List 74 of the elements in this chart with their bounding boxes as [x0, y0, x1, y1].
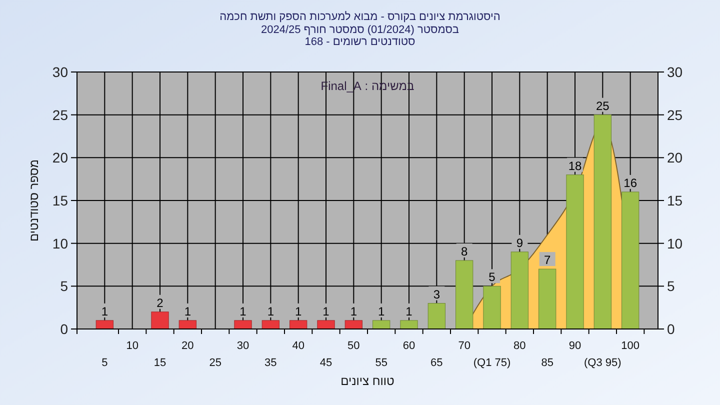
- bar: [622, 192, 640, 330]
- x-tick-label: 100: [621, 340, 640, 352]
- bar: [344, 320, 362, 330]
- x-tick-label: 50: [348, 340, 360, 352]
- data-label: 1: [267, 304, 274, 318]
- y2-tick-label: 15: [667, 192, 683, 208]
- x-tick-label: (Q1 75): [473, 357, 511, 369]
- bar: [510, 252, 528, 330]
- data-label: 3: [433, 287, 440, 302]
- x-tick-label: 35: [264, 357, 277, 369]
- bar: [456, 260, 474, 330]
- y-tick-label: 20: [52, 150, 68, 166]
- bar: [483, 286, 501, 330]
- bar: [234, 320, 252, 330]
- bar: [538, 268, 556, 330]
- y-axis-title: מספר סטודנטים: [27, 159, 41, 242]
- data-label: 8: [460, 244, 468, 258]
- data-label: 9: [516, 236, 524, 250]
- data-label: 1: [294, 304, 302, 318]
- data-label: 1: [378, 304, 385, 318]
- x-tick-label: 15: [154, 357, 166, 369]
- x-tick-label: 20: [182, 340, 194, 352]
- bar: [566, 174, 584, 330]
- chart-subtitle: בסמסטר (01/2024) סמסטר חורף 2024/25 סטודנטים רשומים - 168: [260, 24, 460, 48]
- y-tick-label: 15: [52, 192, 68, 208]
- y-tick-label: 10: [52, 235, 68, 252]
- y2-tick-label: 0: [667, 321, 675, 337]
- data-label: 1: [101, 304, 108, 318]
- bar: [151, 312, 169, 330]
- y-tick-label: 25: [52, 106, 68, 123]
- x-tick-label: 5: [102, 357, 108, 369]
- x-axis-title: טווח ציונים: [340, 374, 395, 388]
- x-tick-label: 70: [458, 340, 470, 352]
- x-tick-label: 45: [320, 357, 332, 369]
- x-tick-label: 25: [209, 357, 222, 369]
- data-label: 1: [406, 304, 413, 318]
- data-label: 18: [568, 158, 582, 173]
- bar: [262, 320, 280, 330]
- y-tick-label: 30: [52, 64, 68, 80]
- bar: [372, 320, 390, 330]
- x-tick-label: 55: [375, 357, 388, 369]
- x-tick-label: 65: [430, 357, 443, 369]
- bar: [428, 303, 446, 330]
- data-label: 1: [322, 304, 330, 318]
- data-label: 25: [596, 98, 610, 113]
- data-label: 2: [156, 296, 164, 310]
- data-label: 5: [488, 270, 496, 284]
- bar: [96, 320, 114, 330]
- x-tick-label: 10: [126, 340, 138, 352]
- x-tick-label: 90: [568, 340, 582, 352]
- x-tick-label: 80: [514, 340, 526, 352]
- bar: [317, 320, 335, 330]
- y2-tick-label: 10: [667, 235, 683, 252]
- y-tick-label: 0: [60, 321, 68, 337]
- x-tick-label: 85: [541, 357, 554, 369]
- x-tick-label: 30: [236, 340, 250, 352]
- x-tick-label: (Q3 95): [584, 357, 622, 369]
- x-tick-label: 60: [402, 340, 416, 352]
- bar: [178, 320, 196, 330]
- data-label: 16: [624, 176, 638, 190]
- bar: [594, 114, 612, 330]
- y2-tick-label: 20: [667, 150, 683, 166]
- y2-tick-label: 30: [667, 64, 683, 80]
- y-tick-label: 5: [60, 278, 68, 294]
- data-label: 1: [240, 304, 247, 318]
- chart-title: היסטוגרמת ציונים בקורס - מבוא למערכות הספק ותשת חכמה: [220, 11, 500, 23]
- bar: [400, 320, 418, 330]
- y2-tick-label: 25: [667, 106, 683, 123]
- data-label: 1: [184, 304, 192, 318]
- y2-tick-label: 5: [667, 278, 675, 294]
- bar: [290, 320, 308, 330]
- data-label: 1: [350, 304, 358, 318]
- data-label: 7: [544, 253, 551, 268]
- x-tick-label: 40: [292, 340, 304, 352]
